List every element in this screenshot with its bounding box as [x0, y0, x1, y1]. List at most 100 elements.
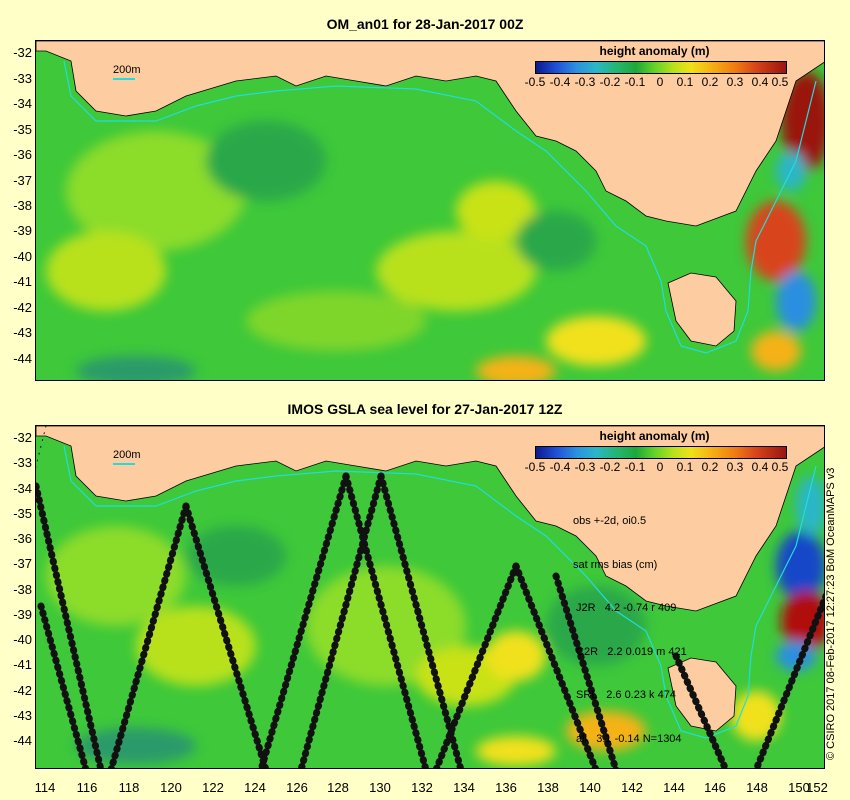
lat-tick: -41 [13, 274, 32, 289]
lon-axis: 114 116 118 120 122 124 126 128 130 132 … [34, 780, 828, 798]
lon-tick: 118 [118, 780, 140, 795]
legend-tick: -0.2 [599, 460, 621, 474]
bottom-scale-text: 200m [113, 449, 141, 461]
bottom-map-canvas [36, 426, 824, 768]
lat-tick: -38 [13, 198, 32, 213]
lon-tick: 120 [160, 780, 182, 795]
legend-tick: 0.5 [771, 460, 789, 474]
legend-tick: -0.5 [524, 460, 546, 474]
lat-tick: -41 [13, 657, 32, 672]
lon-tick: 130 [369, 780, 391, 795]
bottom-panel-title: IMOS GSLA sea level for 27-Jan-2017 12Z [287, 401, 563, 417]
legend-tick: -0.5 [524, 75, 546, 89]
legend-tick: -0.3 [574, 460, 596, 474]
lat-tick: -33 [13, 71, 32, 86]
lat-tick: -36 [13, 531, 32, 546]
lon-tick: 114 [34, 780, 56, 795]
top-anomaly-field [46, 71, 824, 380]
legend-tick: -0.1 [624, 460, 646, 474]
top-land [36, 41, 824, 347]
lon-tick: 128 [327, 780, 349, 795]
lon-tick: 144 [663, 780, 685, 795]
bottom-isobath-200m [63, 445, 817, 739]
stats-line: sat rms bias (cm) [573, 558, 658, 571]
top-panel-title: OM_an01 for 28-Jan-2017 00Z [326, 16, 524, 32]
bottom-legend-colorbar [535, 446, 787, 459]
top-map-canvas [36, 41, 824, 380]
top-legend-title: height anomaly (m) [599, 44, 710, 58]
legend-tick: 0.4 [751, 460, 769, 474]
legend-tick: 0.5 [771, 75, 789, 89]
bottom-lat-axis: -32 -33 -34 -35 -36 -37 -38 -39 -40 -41 … [0, 425, 34, 769]
lat-tick: -32 [13, 45, 32, 60]
top-scale-text: 200m [113, 64, 141, 76]
top-lat-axis: -32 -33 -34 -35 -36 -37 -38 -39 -40 -41 … [0, 40, 34, 381]
bottom-scale-label: 200m [113, 449, 141, 465]
lon-tick: 136 [495, 780, 517, 795]
lon-tick: 150 [788, 780, 810, 795]
lat-tick: -34 [13, 481, 32, 496]
top-isobath-200m [63, 60, 817, 354]
legend-tick: -0.1 [624, 75, 646, 89]
copyright-credit: © CSIRO 2017 08-Feb-2017 12:27:23 BoM Oc… [825, 467, 837, 760]
lon-tick: 140 [579, 780, 601, 795]
legend-tick: -0.3 [574, 75, 596, 89]
lon-tick: 134 [453, 780, 475, 795]
legend-tick: 0.4 [751, 75, 769, 89]
lat-tick: -40 [13, 249, 32, 264]
lon-tick: 122 [202, 780, 224, 795]
lat-tick: -39 [13, 607, 32, 622]
lat-tick: -44 [13, 351, 32, 366]
lat-tick: -35 [13, 122, 32, 137]
lat-tick: -39 [13, 223, 32, 238]
lat-tick: -33 [13, 455, 32, 470]
lat-tick: -32 [13, 430, 32, 445]
lon-tick: 138 [537, 780, 559, 795]
top-map [35, 40, 825, 381]
bottom-legend-title: height anomaly (m) [599, 429, 710, 443]
legend-tick: 0.3 [726, 75, 744, 89]
lat-tick: -42 [13, 300, 32, 315]
lat-tick: -36 [13, 147, 32, 162]
legend-tick: 0 [656, 75, 664, 89]
lon-tick: 148 [746, 780, 768, 795]
altimeter-tracks [36, 426, 824, 768]
lat-tick: -37 [13, 173, 32, 188]
lat-tick: -37 [13, 556, 32, 571]
legend-tick: 0.2 [701, 75, 719, 89]
lon-tick: 132 [411, 780, 433, 795]
lon-tick: 126 [286, 780, 308, 795]
stats-line: C2R 2.2 0.019 m 421 [573, 645, 687, 658]
legend-tick: -0.4 [549, 460, 571, 474]
lat-tick: -43 [13, 708, 32, 723]
bottom-scale-line [113, 463, 135, 465]
top-scale-line [113, 78, 135, 80]
lat-tick: -35 [13, 506, 32, 521]
stats-line: all 3.1 -0.14 N=1304 [573, 732, 682, 745]
legend-tick: 0.1 [676, 75, 694, 89]
legend-tick: -0.2 [599, 75, 621, 89]
bottom-legend: height anomaly (m) -0.5 -0.4 -0.3 -0.2 -… [522, 429, 789, 489]
lat-tick: -34 [13, 96, 32, 111]
legend-tick: 0.1 [676, 460, 694, 474]
lon-tick: 124 [244, 780, 266, 795]
legend-tick: 0.3 [726, 460, 744, 474]
top-scale-label: 200m [113, 64, 141, 80]
stats-line: obs +-2d, oi0.5 [573, 515, 647, 527]
lon-tick: 142 [621, 780, 643, 795]
lat-tick: -38 [13, 582, 32, 597]
legend-tick: 0 [656, 460, 664, 474]
bottom-map [35, 425, 825, 769]
obs-stats-block: obs +-2d, oi0.5 sat rms bias (cm) J2R 4.… [573, 485, 687, 761]
lat-tick: -40 [13, 632, 32, 647]
lon-tick: 146 [704, 780, 726, 795]
top-legend: height anomaly (m) -0.5 -0.4 -0.3 -0.2 -… [522, 44, 789, 104]
lat-tick: -42 [13, 683, 32, 698]
lat-tick: -43 [13, 325, 32, 340]
stats-line: J2R 4.2 -0.74 r 409 [573, 602, 677, 614]
top-legend-colorbar [535, 61, 787, 74]
lat-tick: -44 [13, 733, 32, 748]
stats-line: SRL 2.6 0.23 k 474 [573, 689, 676, 701]
lon-tick: 116 [76, 780, 98, 795]
legend-tick: 0.2 [701, 460, 719, 474]
